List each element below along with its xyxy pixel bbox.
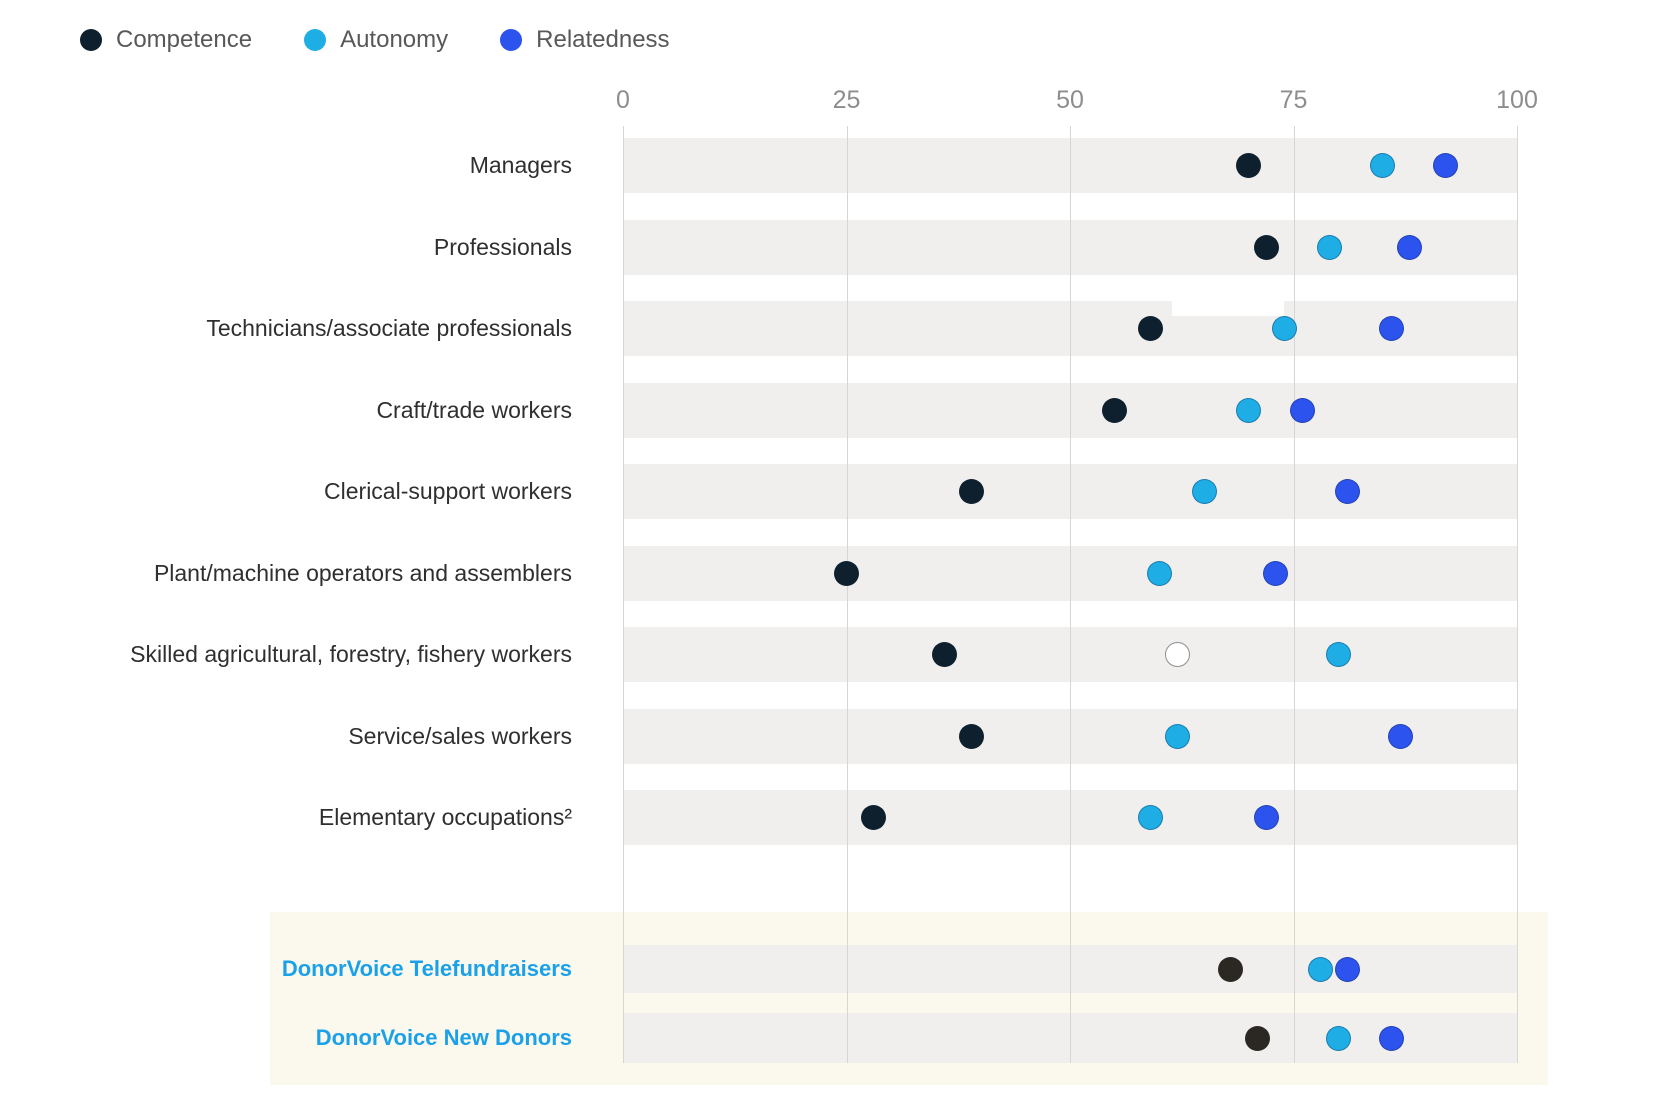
whiteout-patch	[1172, 299, 1284, 316]
axis-tick-label: 100	[1496, 86, 1538, 114]
category-label: Clerical-support workers	[324, 478, 572, 504]
category-label: Managers	[469, 152, 572, 178]
gridline-100	[1517, 126, 1518, 1063]
dot-relatedness	[1334, 956, 1360, 982]
dot-competence	[1254, 234, 1280, 260]
axis-tick-label: 50	[1056, 86, 1084, 114]
dot-competence	[1138, 316, 1163, 341]
axis-tick-label: 75	[1279, 86, 1308, 114]
legend-label: Competence	[116, 26, 253, 53]
dot-competence	[860, 805, 886, 830]
dot-relatedness	[1289, 397, 1315, 423]
dot-competence	[932, 642, 958, 667]
dot-competence	[959, 479, 985, 504]
dot-relatedness	[1254, 805, 1280, 830]
dot-autonomy	[1236, 397, 1262, 423]
axis-tick-label: 25	[832, 86, 861, 114]
gridline-50	[1070, 126, 1071, 1063]
dot-hollow	[1164, 642, 1190, 667]
dot-competence	[1102, 397, 1128, 423]
dot-autonomy	[1325, 642, 1351, 667]
relatedness-legend-dot-icon	[500, 29, 523, 51]
dot-autonomy	[1146, 560, 1172, 586]
legend-item-competence: Competence	[80, 26, 252, 54]
dot-relatedness	[1263, 560, 1289, 586]
dot-autonomy	[1164, 723, 1190, 749]
gridline-25	[846, 126, 848, 1063]
dot-autonomy	[1272, 316, 1298, 341]
legend-label: Autonomy	[340, 26, 449, 53]
competence-legend-dot-icon	[80, 29, 102, 51]
category-label: Professionals	[433, 233, 572, 260]
dot-relatedness	[1433, 153, 1458, 178]
legend-label: Relatedness	[536, 26, 670, 53]
category-label: Elementary occupations²	[318, 804, 572, 830]
category-label: Craft/trade workers	[376, 396, 572, 423]
dot-relatedness	[1397, 234, 1423, 260]
axis-tick-label: 0	[616, 86, 630, 114]
category-label: DonorVoice New Donors	[315, 1025, 572, 1050]
dot-autonomy	[1316, 234, 1342, 260]
category-label: Skilled agricultural, forestry, fishery …	[130, 641, 572, 667]
dot-competence	[1236, 153, 1262, 178]
category-label: DonorVoice Telefundraisers	[281, 956, 572, 981]
category-label: Service/sales workers	[348, 722, 572, 749]
category-label: Plant/machine operators and assemblers	[153, 559, 572, 586]
dot-relatedness	[1379, 1025, 1405, 1051]
dot-autonomy	[1325, 1025, 1351, 1051]
legend-item-autonomy: Autonomy	[304, 26, 448, 54]
dot-competence	[1245, 1025, 1271, 1051]
autonomy-legend-dot-icon	[304, 29, 327, 51]
dot-autonomy	[1307, 956, 1333, 982]
dot-relatedness	[1388, 723, 1414, 749]
dot-relatedness	[1334, 479, 1360, 504]
gridline-0	[623, 126, 624, 1063]
gridline-75	[1293, 126, 1295, 1063]
dot-autonomy	[1370, 153, 1396, 178]
dot-competence	[834, 560, 859, 586]
legend-item-relatedness: Relatedness	[500, 26, 670, 54]
dot-competence	[959, 723, 985, 749]
category-label: Technicians/associate professionals	[206, 315, 572, 341]
dot-competence	[1218, 956, 1244, 982]
dot-relatedness	[1379, 316, 1405, 341]
dot-autonomy	[1191, 479, 1217, 504]
legend: Competence Autonomy Relatedness	[80, 26, 670, 54]
dot-autonomy	[1138, 805, 1163, 830]
